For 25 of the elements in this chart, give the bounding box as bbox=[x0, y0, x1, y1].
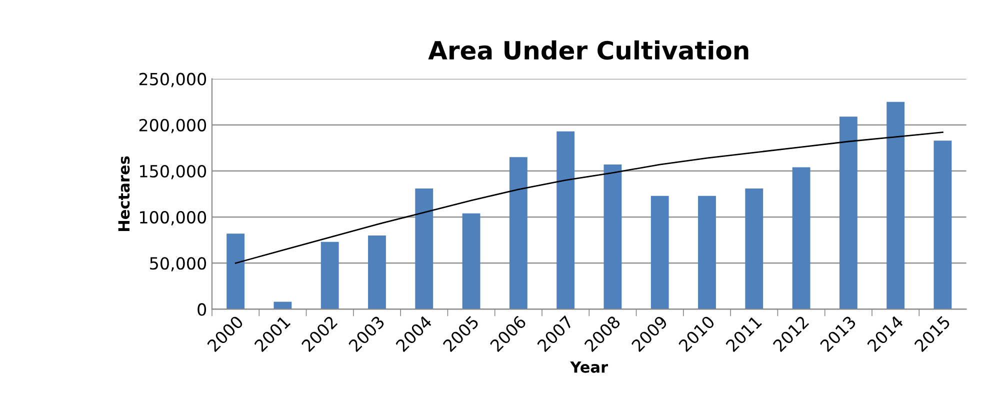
bar bbox=[839, 116, 858, 310]
bar bbox=[698, 196, 716, 310]
y-tick-label: 50,000 bbox=[150, 257, 206, 272]
bar bbox=[415, 188, 434, 310]
y-tick-label: 150,000 bbox=[140, 164, 206, 180]
bar bbox=[226, 234, 245, 310]
bar bbox=[745, 188, 764, 310]
y-axis-title: Hectares bbox=[118, 156, 130, 232]
bar bbox=[604, 164, 622, 310]
bar bbox=[886, 102, 905, 310]
bar bbox=[368, 235, 386, 310]
bar bbox=[650, 196, 669, 310]
y-tick-label: 0 bbox=[198, 303, 206, 316]
line-series bbox=[234, 132, 944, 264]
y-tick-label: 100,000 bbox=[140, 211, 206, 226]
chart-title: Area Under Cultivation bbox=[428, 40, 748, 60]
bar bbox=[556, 131, 575, 310]
y-tick-label: 250,000 bbox=[139, 72, 206, 88]
y-tick-label: 200,000 bbox=[139, 118, 206, 134]
bar bbox=[462, 213, 480, 310]
bar bbox=[792, 167, 810, 310]
bar bbox=[509, 157, 528, 310]
x-axis-title: Year bbox=[570, 361, 608, 373]
bar bbox=[934, 140, 952, 310]
bar bbox=[320, 242, 339, 310]
